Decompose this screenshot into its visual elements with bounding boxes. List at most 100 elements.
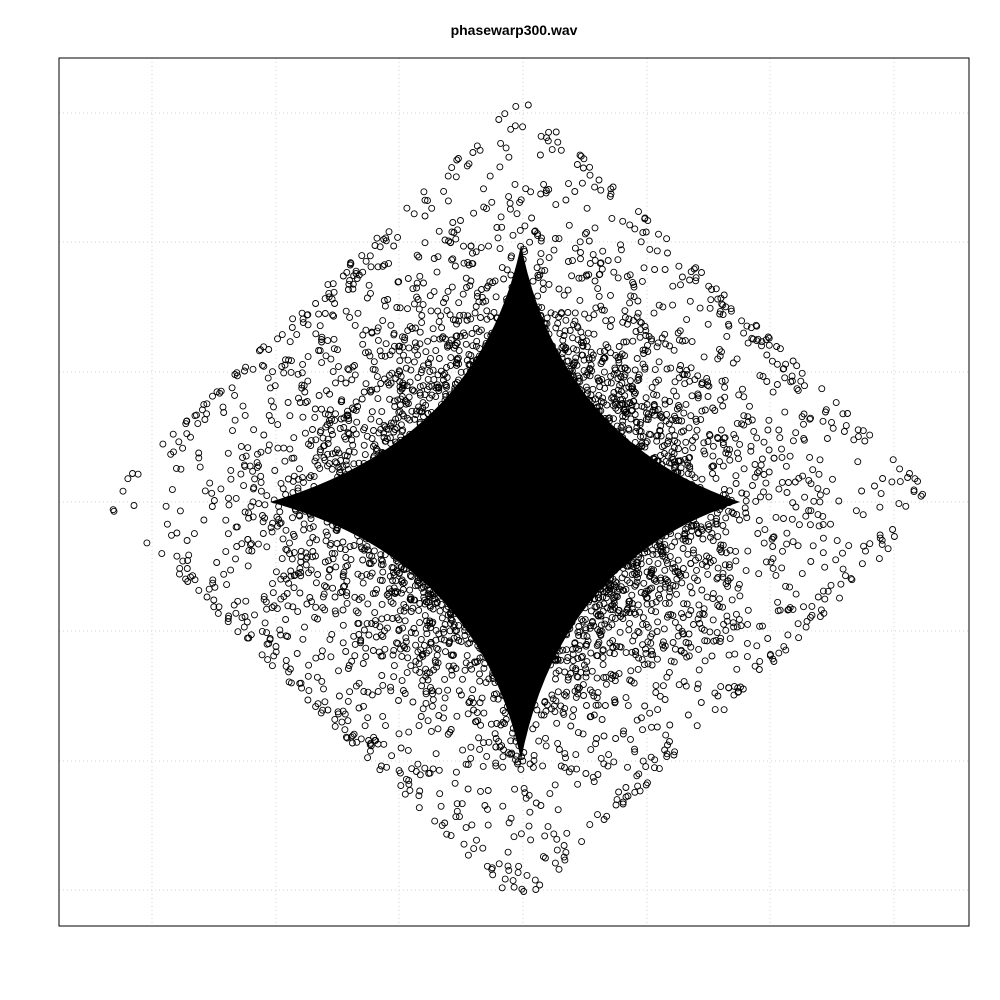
data-point — [441, 621, 449, 628]
data-point — [646, 245, 654, 253]
data-point — [765, 493, 773, 501]
data-point — [631, 225, 639, 233]
data-point — [409, 285, 417, 293]
data-point — [658, 413, 665, 421]
data-point — [807, 507, 815, 515]
data-point — [641, 702, 649, 710]
data-point — [473, 337, 481, 345]
data-point — [773, 381, 781, 388]
data-point — [538, 711, 545, 719]
data-point — [644, 638, 652, 646]
data-point — [469, 149, 477, 156]
data-point — [332, 610, 340, 618]
data-point — [609, 183, 617, 191]
data-point — [556, 330, 564, 338]
data-point — [312, 330, 320, 338]
data-point — [578, 838, 586, 846]
data-point — [582, 665, 590, 673]
data-point — [416, 272, 424, 280]
data-point — [723, 332, 731, 340]
data-point — [738, 489, 746, 497]
data-point — [324, 411, 332, 419]
data-point — [581, 616, 589, 624]
data-point — [662, 580, 670, 588]
data-point — [794, 386, 802, 394]
data-point — [599, 646, 607, 654]
data-point — [606, 323, 614, 330]
data-point — [435, 318, 443, 326]
data-point — [426, 368, 434, 376]
data-point — [723, 445, 731, 453]
data-point — [338, 718, 346, 726]
data-point — [286, 445, 294, 453]
data-point — [159, 440, 167, 448]
data-point — [326, 565, 334, 573]
data-point — [421, 596, 428, 604]
data-point — [663, 556, 670, 564]
data-point — [362, 326, 370, 334]
data-point — [648, 647, 656, 655]
data-point — [884, 545, 892, 553]
data-point — [703, 562, 711, 570]
data-point — [195, 454, 203, 462]
data-point — [667, 364, 675, 372]
data-point — [424, 717, 432, 725]
data-point — [721, 383, 729, 391]
data-point — [663, 576, 671, 584]
data-point — [876, 531, 884, 539]
data-point — [415, 722, 423, 730]
data-point — [499, 802, 507, 810]
data-point — [634, 564, 642, 572]
data-point — [223, 581, 231, 589]
chart-title: phasewarp300.wav — [451, 22, 578, 38]
data-point — [792, 503, 800, 511]
data-point — [258, 361, 266, 369]
data-point — [282, 526, 290, 534]
data-point — [679, 545, 687, 552]
data-point — [726, 487, 734, 495]
data-point — [374, 263, 382, 271]
data-point — [433, 644, 441, 652]
data-point — [498, 884, 506, 892]
data-point — [484, 787, 492, 794]
data-point — [607, 606, 615, 614]
data-point — [324, 281, 332, 289]
data-point — [322, 583, 330, 591]
data-point — [315, 310, 323, 318]
data-point — [527, 188, 535, 196]
data-point — [718, 348, 725, 356]
data-point — [681, 447, 689, 454]
data-point — [821, 563, 829, 571]
data-point — [529, 725, 537, 733]
data-point — [444, 730, 452, 738]
data-point — [636, 608, 643, 616]
data-point — [772, 571, 780, 579]
data-point — [422, 688, 430, 696]
data-point — [753, 642, 761, 650]
data-point — [795, 634, 803, 642]
data-point — [462, 340, 470, 348]
data-point — [608, 614, 616, 622]
data-point — [379, 681, 387, 689]
data-point — [562, 754, 569, 762]
data-point — [189, 572, 197, 580]
data-point — [680, 409, 688, 417]
data-point — [655, 301, 663, 309]
data-point — [875, 555, 883, 563]
data-point — [225, 501, 233, 509]
data-point — [542, 742, 550, 750]
data-point — [386, 371, 393, 379]
data-point — [839, 549, 846, 557]
data-point — [467, 754, 475, 762]
data-point — [707, 296, 715, 304]
data-point — [827, 520, 834, 528]
data-point — [744, 606, 752, 614]
data-point — [499, 707, 507, 714]
data-point — [260, 431, 268, 439]
data-point — [709, 590, 717, 598]
data-point — [483, 284, 491, 292]
data-point — [285, 579, 293, 587]
data-point — [692, 274, 700, 282]
data-point — [484, 805, 491, 813]
data-point — [201, 487, 209, 495]
